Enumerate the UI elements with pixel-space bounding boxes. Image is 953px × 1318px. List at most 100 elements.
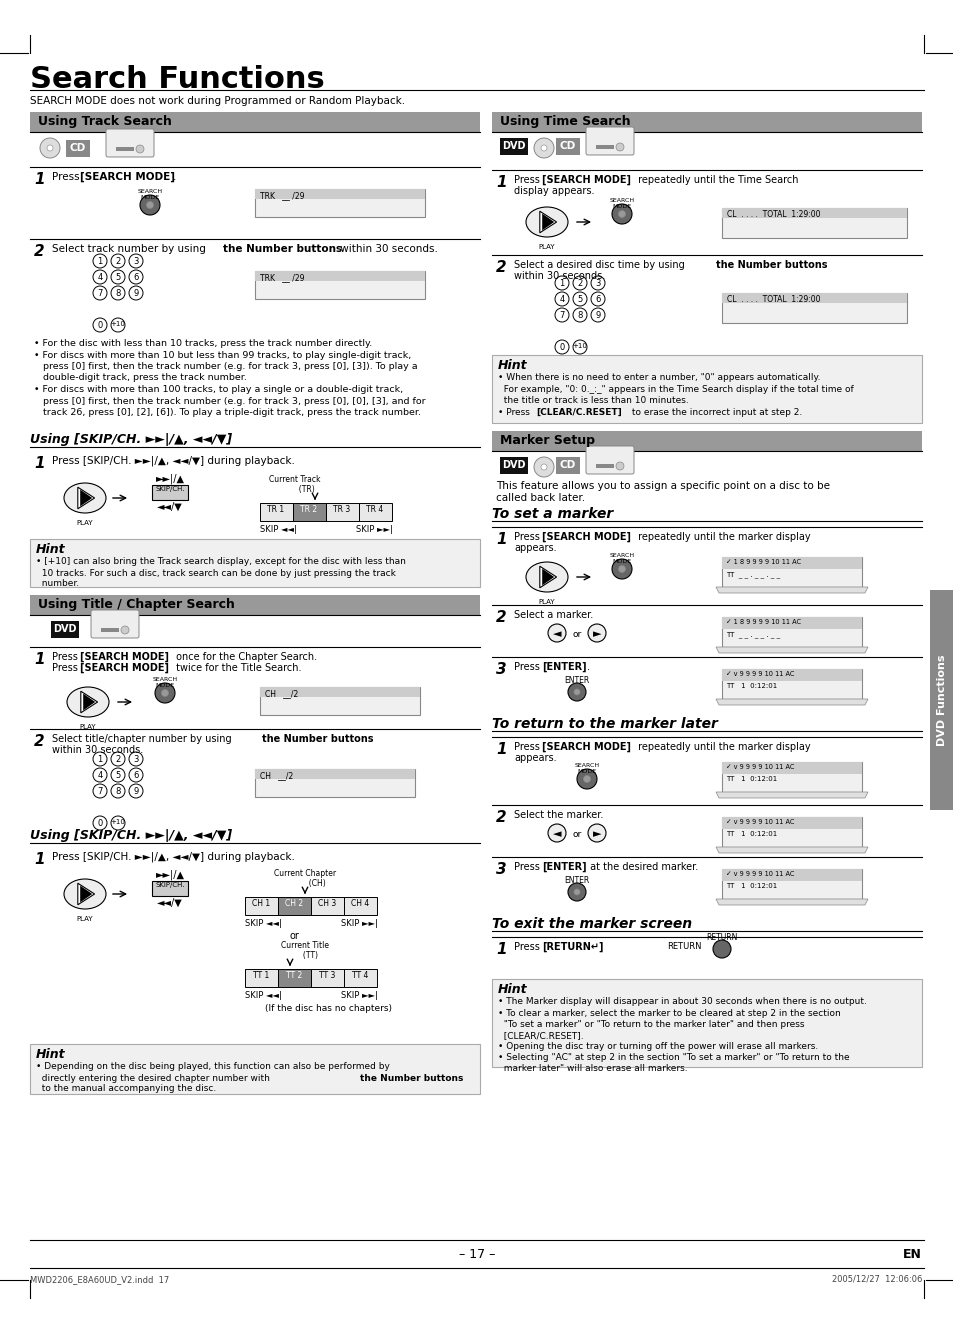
Polygon shape — [716, 899, 867, 905]
Text: (TT): (TT) — [292, 952, 318, 960]
Text: 7: 7 — [97, 289, 103, 298]
Polygon shape — [541, 214, 554, 231]
Text: RETURN: RETURN — [666, 942, 700, 952]
Bar — [66, 140, 90, 157]
Text: [ENTER]: [ENTER] — [541, 662, 586, 672]
Text: or: or — [572, 630, 581, 639]
Text: TT   1  0:12:01: TT 1 0:12:01 — [725, 683, 777, 689]
Circle shape — [92, 254, 107, 268]
Text: or: or — [572, 830, 581, 840]
Circle shape — [616, 463, 623, 471]
Ellipse shape — [64, 482, 106, 513]
Circle shape — [92, 270, 107, 283]
Circle shape — [92, 784, 107, 797]
Text: called back later.: called back later. — [496, 493, 584, 503]
Text: 10 tracks. For such a disc, track search can be done by just pressing the track: 10 tracks. For such a disc, track search… — [36, 569, 395, 579]
Text: .: . — [599, 942, 602, 952]
Text: appears.: appears. — [514, 543, 556, 554]
Text: .: . — [586, 662, 589, 672]
Text: 8: 8 — [115, 787, 121, 796]
Text: SKIP/CH.: SKIP/CH. — [155, 486, 185, 492]
Circle shape — [92, 318, 107, 332]
Text: Search Functions: Search Functions — [30, 65, 324, 94]
Bar — [556, 138, 579, 156]
Text: Select title/chapter number by using: Select title/chapter number by using — [52, 734, 234, 743]
Polygon shape — [83, 693, 95, 710]
Text: 2: 2 — [496, 260, 506, 275]
Text: SKIP ◄◄|: SKIP ◄◄| — [245, 919, 281, 928]
Text: 7: 7 — [97, 787, 103, 796]
Text: [SEARCH MODE]: [SEARCH MODE] — [541, 742, 630, 753]
Circle shape — [555, 340, 568, 355]
Text: ◄: ◄ — [552, 629, 560, 639]
Text: SEARCH
MODE: SEARCH MODE — [152, 677, 177, 688]
Text: TT   1  0:12:01: TT 1 0:12:01 — [725, 883, 777, 890]
Text: ►►|/▲: ►►|/▲ — [155, 869, 184, 879]
Circle shape — [129, 270, 143, 283]
Ellipse shape — [64, 879, 106, 909]
Text: CH   __/2: CH __/2 — [260, 771, 293, 780]
Bar — [293, 503, 326, 521]
Text: CL  . . . .  TOTAL  1:29:00: CL . . . . TOTAL 1:29:00 — [726, 210, 820, 219]
Text: the Number buttons: the Number buttons — [716, 260, 826, 270]
Circle shape — [40, 138, 60, 158]
Polygon shape — [541, 568, 554, 585]
Text: Current Chapter: Current Chapter — [274, 869, 335, 878]
Polygon shape — [539, 211, 556, 233]
Bar — [101, 627, 119, 633]
Text: 3: 3 — [133, 257, 138, 266]
Circle shape — [111, 816, 125, 830]
Text: To return to the marker later: To return to the marker later — [492, 717, 717, 731]
Text: 1: 1 — [34, 456, 45, 471]
Text: once for the Chapter Search.: once for the Chapter Search. — [172, 652, 316, 662]
Polygon shape — [78, 488, 94, 509]
Text: +10: +10 — [111, 322, 125, 327]
Text: To exit the marker screen: To exit the marker screen — [492, 917, 691, 931]
Text: Press: Press — [52, 663, 81, 673]
Text: 2: 2 — [496, 610, 506, 625]
Text: 1: 1 — [34, 652, 45, 667]
Text: 1: 1 — [496, 532, 506, 547]
Text: TT 3: TT 3 — [318, 971, 335, 981]
Bar — [254, 768, 415, 779]
Text: at the desired marker.: at the desired marker. — [586, 862, 698, 873]
Text: PLAY: PLAY — [76, 519, 93, 526]
Text: ◄: ◄ — [552, 829, 560, 840]
Text: 5: 5 — [577, 295, 582, 304]
Text: SEARCH MODE does not work during Programmed or Random Playback.: SEARCH MODE does not work during Program… — [30, 96, 405, 105]
Bar — [721, 670, 862, 699]
Text: SKIP/CH.: SKIP/CH. — [155, 882, 185, 888]
Bar — [721, 617, 862, 647]
Bar — [721, 869, 862, 880]
Polygon shape — [80, 489, 92, 506]
Circle shape — [540, 464, 546, 471]
Bar — [721, 762, 862, 792]
Text: SEARCH
MODE: SEARCH MODE — [574, 763, 598, 774]
Text: Using Title / Chapter Search: Using Title / Chapter Search — [38, 598, 234, 612]
Circle shape — [92, 768, 107, 782]
Text: 1: 1 — [97, 257, 103, 266]
Bar — [277, 898, 311, 915]
Text: TT   1  0:12:01: TT 1 0:12:01 — [725, 832, 777, 837]
Text: 6: 6 — [595, 295, 600, 304]
Text: 3: 3 — [496, 662, 506, 677]
Text: CD: CD — [559, 460, 576, 471]
Text: • For discs with more than 10 but less than 99 tracks, to play single-digit trac: • For discs with more than 10 but less t… — [34, 351, 411, 360]
Text: PLAY: PLAY — [76, 916, 93, 921]
Circle shape — [547, 824, 565, 842]
Circle shape — [534, 138, 554, 158]
Bar — [358, 503, 392, 521]
Text: Press: Press — [514, 532, 542, 542]
Polygon shape — [716, 587, 867, 593]
Text: TR 2: TR 2 — [300, 505, 317, 514]
Circle shape — [590, 293, 604, 306]
Text: 3: 3 — [595, 279, 600, 289]
Text: Using [SKIP/CH. ►►|/▲, ◄◄/▼]: Using [SKIP/CH. ►►|/▲, ◄◄/▼] — [30, 829, 232, 842]
Text: [SEARCH MODE]: [SEARCH MODE] — [541, 175, 630, 186]
Bar — [721, 617, 862, 629]
Text: Current Title: Current Title — [281, 941, 329, 950]
Polygon shape — [78, 883, 94, 904]
Text: CL  . . . .  TOTAL  1:29:00: CL . . . . TOTAL 1:29:00 — [726, 295, 820, 304]
Bar — [721, 869, 862, 899]
Text: +10: +10 — [572, 343, 587, 349]
